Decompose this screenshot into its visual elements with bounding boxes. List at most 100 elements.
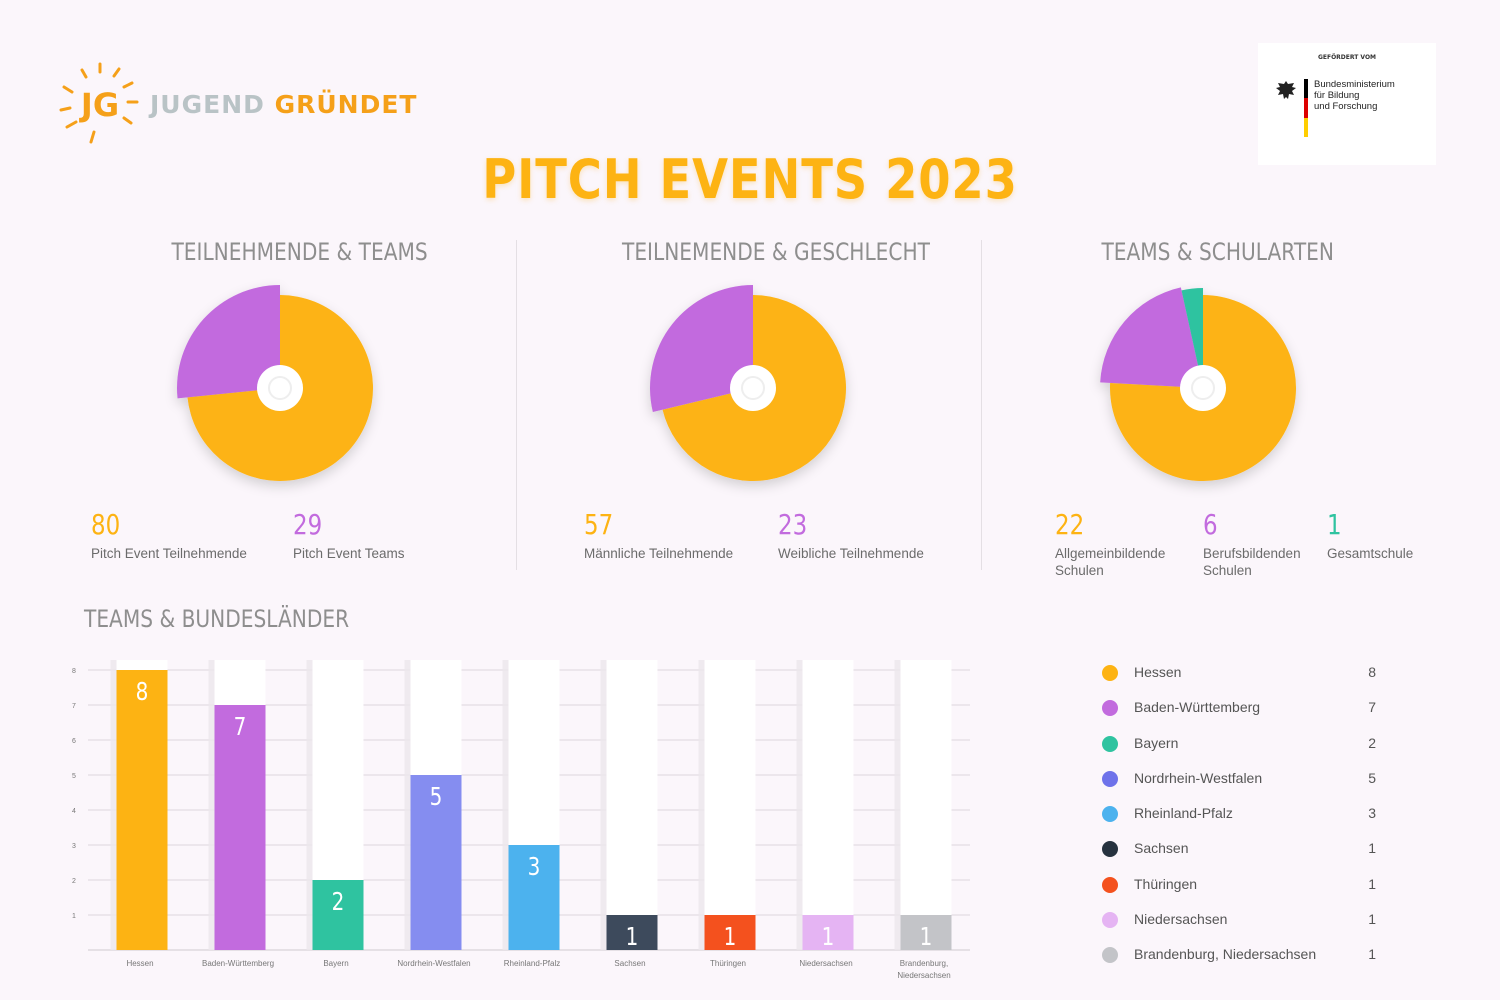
legend-dot-icon [1102, 841, 1118, 858]
stat-value: 22 [1055, 508, 1085, 541]
legend-label: Sachsen [1134, 840, 1189, 857]
x-tick-label: Hessen [126, 959, 153, 968]
bar-value-label: 8 [136, 678, 149, 707]
bar-track [606, 660, 658, 950]
sponsor-box: GEFÖRDERT VOM Bundesministerium für Bild… [1258, 43, 1436, 165]
legend-item: Bayern 2 [1100, 733, 1380, 768]
legend-label: Hessen [1134, 664, 1182, 680]
stat-label-line: Schulen [1203, 563, 1252, 578]
legend-dot-icon [1102, 806, 1118, 823]
bar-value-label: 1 [626, 923, 639, 952]
stat-value: 57 [584, 508, 614, 541]
legend-label: Rheinland-Pfalz [1134, 805, 1233, 822]
legend-value: 2 [1368, 734, 1376, 751]
x-tick-label: Nordrhein-Westfalen [397, 959, 470, 968]
divider-2 [981, 240, 982, 570]
y-tick-label: 8 [72, 668, 76, 675]
legend-value: 1 [1368, 840, 1376, 857]
legend-item: Nordrhein-Westfalen 5 [1100, 768, 1380, 803]
legend-item: Thüringen 1 [1100, 874, 1380, 909]
legend-item: Rheinland-Pfalz 3 [1100, 803, 1380, 838]
x-tick-label: Niedersachsen [897, 971, 950, 980]
legend-dot-icon [1102, 947, 1118, 964]
stat-value: 23 [778, 508, 808, 541]
bar [802, 915, 854, 950]
bar-shadow [306, 660, 313, 950]
bar-shadow [110, 660, 117, 950]
bar-shadow [894, 660, 901, 950]
legend-dot-icon [1102, 665, 1118, 681]
page-title: PITCH EVENTS 2023 [482, 148, 1018, 211]
legend-dot-icon [1102, 876, 1118, 893]
logo-wordmark: JUGEND GRÜNDET [150, 90, 417, 119]
stat-label-line: Berufsbildenden [1203, 546, 1301, 561]
pie-center-dot [1191, 376, 1215, 400]
stat-value: 6 [1203, 508, 1218, 541]
x-tick-label: Rheinland-Pfalz [504, 959, 560, 968]
legend-label: Baden-Württemberg [1134, 699, 1261, 716]
pie1-title: TEILNEHMENDE & TEAMS [171, 238, 428, 266]
legend-dot-icon [1102, 735, 1118, 752]
ministry-name: Bundesministerium für Bildung und Forsch… [1314, 79, 1395, 112]
bar-value-label: 5 [430, 783, 443, 812]
bar-chart-teams-bundeslaender: 1 2 3 4 5 6 7 8 8 Hessen 7 Baden-Württemberg 2 Bayern… [72, 660, 970, 980]
pie-chart-teilnehmende-teams [177, 285, 373, 481]
legend-value: 5 [1368, 769, 1376, 786]
bar [704, 915, 756, 950]
legend-label: Niedersachsen [1134, 911, 1228, 928]
bar [508, 845, 560, 950]
legend-value: 7 [1368, 699, 1376, 716]
bar-shadow [404, 660, 411, 950]
bar-chart-title: TEAMS & BUNDESLÄNDER [84, 605, 350, 633]
bar [606, 915, 658, 950]
bar-track [802, 660, 854, 950]
stat-label: Männliche Teilnehmende [584, 546, 734, 561]
legend-item: Hessen 8 [1100, 662, 1380, 697]
stat-label: Pitch Event Teams [293, 546, 405, 561]
pie-center-dot [741, 376, 765, 400]
y-tick-label: 2 [72, 878, 76, 885]
x-tick-label: Niedersachsen [799, 959, 852, 968]
bar-track [704, 660, 756, 950]
logo-word-gruendet: GRÜNDET [274, 89, 418, 119]
legend-value: 1 [1368, 946, 1376, 963]
legend-item: Niedersachsen 1 [1100, 909, 1380, 944]
stat-value: 80 [91, 508, 121, 541]
bar-chart-legend: Hessen 8 Baden-Württemberg 7 Bayern 2 Nordrhei… [1100, 662, 1380, 980]
pie3-title: TEAMS & SCHULARTEN [1101, 238, 1334, 266]
bar-value-label: 1 [724, 923, 737, 952]
bar-value-label: 1 [920, 923, 933, 952]
pie-slice [1181, 288, 1203, 388]
y-tick-label: 7 [72, 703, 76, 710]
stat-label: Allgemeinbildende Schulen [1055, 545, 1165, 579]
pie-chart-geschlecht [650, 285, 846, 481]
legend-value: 8 [1368, 664, 1376, 680]
bar-shadow [208, 660, 215, 950]
bar [312, 880, 364, 950]
stat-label: Berufsbildenden Schulen [1203, 545, 1301, 579]
stat-value: 1 [1327, 508, 1342, 541]
y-tick-label: 4 [72, 808, 76, 815]
x-tick-label: Sachsen [614, 959, 645, 968]
bar-shadow [502, 660, 509, 950]
x-tick-label: Thüringen [710, 959, 746, 968]
legend-label: Brandenburg, Niedersachsen [1134, 946, 1317, 963]
pie-slice [177, 285, 280, 399]
x-tick-label: Baden-Württemberg [202, 959, 274, 968]
y-tick-label: 5 [72, 773, 76, 780]
federal-eagle-icon [1274, 79, 1298, 103]
bar [410, 775, 462, 950]
legend-value: 1 [1368, 875, 1376, 892]
ministry-line-2: für Bildung [1314, 90, 1360, 101]
pie-chart-schularten [1100, 287, 1296, 481]
stat-label-line: Schulen [1055, 563, 1104, 578]
bar-shadow [600, 660, 607, 950]
stat-label: Weibliche Teilnehmende [778, 546, 924, 561]
divider-1 [516, 240, 517, 570]
y-tick-label: 1 [72, 913, 76, 920]
jugend-gruendet-logo: JG JUGEND GRÜNDET [58, 62, 417, 146]
pie2-title: TEILNEMENDE & GESCHLECHT [622, 238, 930, 266]
bar-value-label: 1 [822, 923, 835, 952]
x-tick-label: Brandenburg, [900, 959, 948, 968]
legend-value: 3 [1368, 805, 1376, 822]
